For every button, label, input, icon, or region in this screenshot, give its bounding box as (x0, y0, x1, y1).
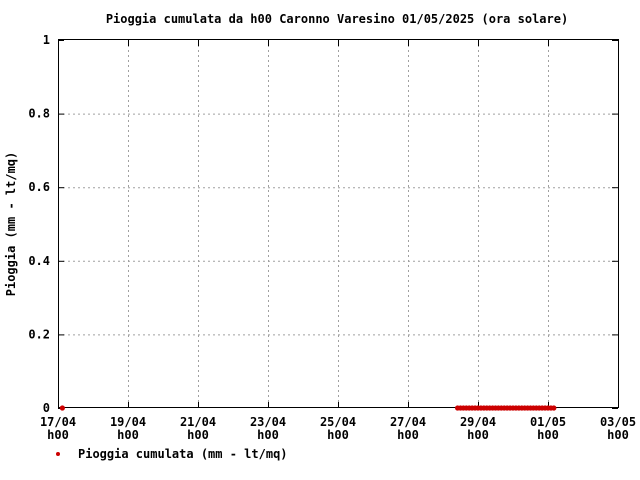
x-tick-label-hour: h00 (607, 428, 629, 442)
x-tick-label-date: 25/04 (320, 415, 356, 429)
x-tick-label-hour: h00 (47, 428, 69, 442)
legend-label: Pioggia cumulata (mm - lt/mq) (78, 447, 288, 461)
x-axis-ticks: 17/04h0019/04h0021/04h0023/04h0025/04h00… (40, 40, 636, 442)
x-tick-label-date: 27/04 (390, 415, 426, 429)
y-tick-label: 0 (43, 401, 50, 415)
x-tick-label-date: 19/04 (110, 415, 146, 429)
x-tick-label-date: 17/04 (40, 415, 76, 429)
y-tick-label: 0.4 (28, 254, 50, 268)
y-axis-ticks: 0 0.2 0.4 0.6 0.8 1 (28, 33, 618, 415)
x-tick-label-date: 23/04 (250, 415, 286, 429)
x-tick-label-date: 21/04 (180, 415, 216, 429)
x-tick-label-hour: h00 (117, 428, 139, 442)
y-axis-label: Pioggia (mm - lt/mq) (4, 152, 18, 297)
y-tick-label: 1 (43, 33, 50, 47)
x-tick-label-hour: h00 (187, 428, 209, 442)
grid (58, 40, 618, 408)
x-tick-label-date: 03/05 (600, 415, 636, 429)
x-tick-label-hour: h00 (327, 428, 349, 442)
x-tick-label-date: 01/05 (530, 415, 566, 429)
chart-title: Pioggia cumulata da h00 Caronno Varesino… (106, 12, 568, 26)
plot-frame (58, 39, 619, 408)
y-tick-label: 0.6 (28, 180, 50, 194)
x-tick-label-date: 29/04 (460, 415, 496, 429)
data-point (59, 405, 65, 411)
legend-marker (56, 452, 60, 456)
y-tick-label: 0.2 (28, 327, 50, 341)
data-points (59, 405, 557, 411)
x-tick-label-hour: h00 (537, 428, 559, 442)
y-tick-label: 0.8 (28, 107, 50, 121)
x-tick-label-hour: h00 (397, 428, 419, 442)
data-point (551, 405, 557, 411)
x-tick-label-hour: h00 (467, 428, 489, 442)
x-tick-label-hour: h00 (257, 428, 279, 442)
legend: Pioggia cumulata (mm - lt/mq) (56, 447, 288, 461)
